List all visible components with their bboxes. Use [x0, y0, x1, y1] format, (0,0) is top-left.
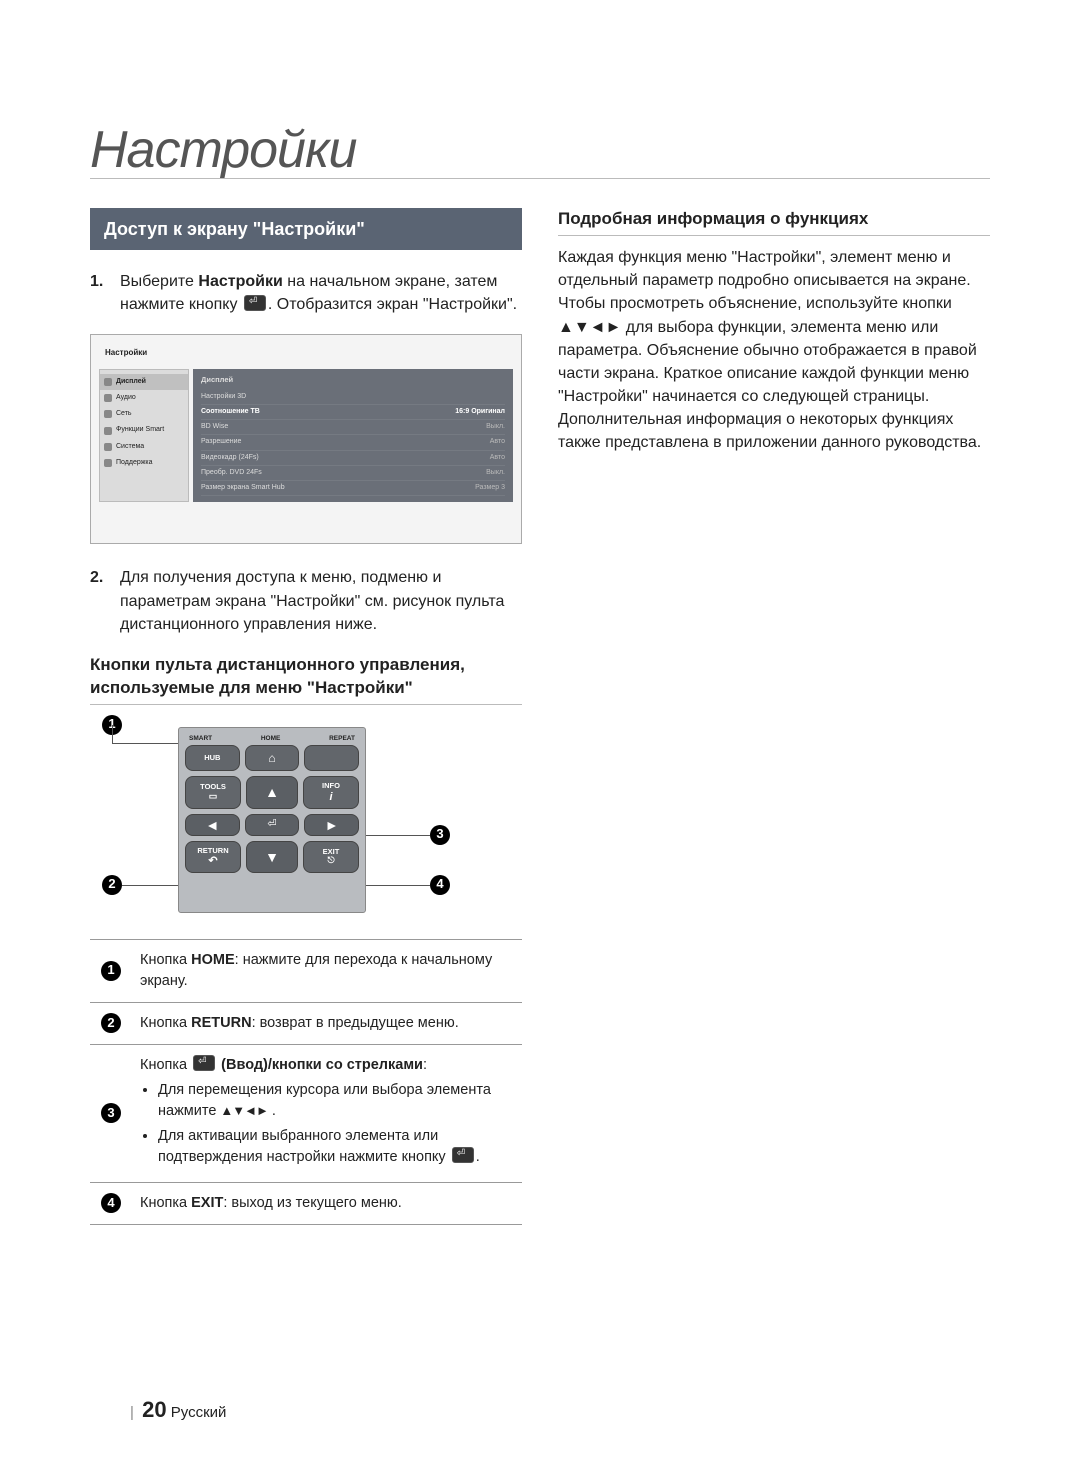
support-icon — [104, 459, 112, 467]
callout-line — [122, 885, 186, 886]
step-2-text: Для получения доступа к меню, подменю и … — [120, 566, 522, 636]
home-button[interactable]: ⌂ — [245, 745, 300, 771]
mock-row: Преобр. DVD 24FsВыкл. — [201, 466, 505, 481]
step-1-num: 1. — [90, 270, 120, 316]
down-arrow-button[interactable]: ▼ — [246, 841, 298, 873]
speaker-icon — [104, 394, 112, 402]
left-arrow-button[interactable]: ◄ — [185, 814, 240, 836]
table-row: 2 Кнопка RETURN: возврат в предыдущее ме… — [90, 1002, 522, 1044]
right-heading: Подробная информация о функциях — [558, 208, 990, 236]
step-2: 2. Для получения доступа к меню, подменю… — [90, 566, 522, 636]
row-2-text: Кнопка RETURN: возврат в предыдущее меню… — [132, 1002, 522, 1044]
sidebar-item: Аудио — [100, 390, 188, 406]
row-3-text: Кнопка (Ввод)/кнопки со стрелками: Для п… — [132, 1044, 522, 1182]
step-1-text: Выберите Настройки на начальном экране, … — [120, 270, 522, 316]
remote-top-labels: SMART HOME REPEAT — [185, 734, 359, 745]
remote-row-2: TOOLS▭ ▲ INFOi — [185, 776, 359, 808]
enter-icon — [452, 1147, 474, 1163]
return-button[interactable]: RETURN↶ — [185, 841, 241, 873]
right-paragraph: Каждая функция меню "Настройки", элемент… — [558, 246, 990, 455]
list-item: Для активации выбранного элемента или по… — [158, 1126, 514, 1168]
right-arrow-button[interactable]: ► — [304, 814, 359, 836]
table-row: 3 Кнопка (Ввод)/кнопки со стрелками: Для… — [90, 1044, 522, 1182]
section-banner: Доступ к экрану "Настройки" — [90, 208, 522, 250]
callout-2: 2 — [102, 875, 122, 895]
mock-panel-title: Дисплей — [201, 375, 505, 386]
mock-row: Размер экрана Smart HubРазмер 3 — [201, 481, 505, 496]
mock-row: BD WiseВыкл. — [201, 420, 505, 435]
smart-icon — [104, 427, 112, 435]
step-2-num: 2. — [90, 566, 120, 636]
info-button[interactable]: INFOi — [303, 776, 359, 808]
row-num-3: 3 — [101, 1103, 121, 1123]
mock-sidebar: Дисплей Аудио Сеть Функции Smart Система… — [99, 369, 189, 502]
title-rule — [90, 178, 990, 179]
callout-line — [364, 835, 430, 836]
callout-4: 4 — [430, 875, 450, 895]
enter-button[interactable]: ⏎ — [245, 814, 300, 836]
mock-row: Соотношение ТВ16:9 Оригинал — [201, 405, 505, 420]
sidebar-item: Система — [100, 439, 188, 455]
remote-body: SMART HOME REPEAT HUB ⌂ TOOLS▭ ▲ INFOi ◄… — [178, 727, 366, 913]
remote-diagram: 1 2 3 4 SMART HOME REPEAT HUB ⌂ — [90, 715, 522, 925]
remote-subheading: Кнопки пульта дистанционного управления,… — [90, 654, 522, 705]
row-4-text: Кнопка EXIT: выход из текущего меню. — [132, 1183, 522, 1225]
enter-icon — [193, 1055, 215, 1071]
page-number: 20 — [142, 1397, 166, 1422]
footer-bar: | — [130, 1404, 134, 1421]
mock-window-title: Настройки — [99, 343, 513, 363]
mock-body: Дисплей Аудио Сеть Функции Smart Система… — [99, 369, 513, 502]
page-footer: | 20 Русский — [130, 1397, 226, 1423]
sidebar-item: Сеть — [100, 406, 188, 422]
page-title-wrap: Настройки — [90, 120, 990, 180]
row-num-1: 1 — [101, 961, 121, 981]
remote-row-4: RETURN↶ ▼ EXIT⎋ — [185, 841, 359, 873]
table-row: 1 Кнопка HOME: нажмите для перехода к на… — [90, 939, 522, 1002]
page-language: Русский — [171, 1404, 227, 1421]
sidebar-item: Поддержка — [100, 455, 188, 471]
row-1-text: Кнопка HOME: нажмите для перехода к нача… — [132, 939, 522, 1002]
remote-row-1: HUB ⌂ — [185, 745, 359, 771]
button-table: 1 Кнопка HOME: нажмите для перехода к на… — [90, 939, 522, 1225]
enter-icon — [244, 295, 266, 311]
callout-line — [364, 885, 430, 886]
list-item: Для перемещения курсора или выбора элеме… — [158, 1080, 514, 1122]
row-num-4: 4 — [101, 1193, 121, 1213]
page-title: Настройки — [90, 120, 990, 180]
gear-icon — [104, 443, 112, 451]
tools-button[interactable]: TOOLS▭ — [185, 776, 241, 808]
exit-button[interactable]: EXIT⎋ — [303, 841, 359, 873]
remote-row-3: ◄ ⏎ ► — [185, 814, 359, 836]
steps-list: 1. Выберите Настройки на начальном экран… — [90, 270, 522, 316]
hub-button[interactable]: HUB — [185, 745, 240, 771]
mock-row: РазрешениеАвто — [201, 435, 505, 450]
sidebar-item: Дисплей — [100, 374, 188, 390]
mock-row: Настройки 3D — [201, 390, 505, 405]
tv-icon — [104, 378, 112, 386]
right-column: Подробная информация о функциях Каждая ф… — [558, 208, 990, 1225]
globe-icon — [104, 410, 112, 418]
table-row: 4 Кнопка EXIT: выход из текущего меню. — [90, 1183, 522, 1225]
sidebar-item: Функции Smart — [100, 422, 188, 438]
mock-row: Видеокадр (24Fs)Авто — [201, 451, 505, 466]
callout-3: 3 — [430, 825, 450, 845]
step-1: 1. Выберите Настройки на начальном экран… — [90, 270, 522, 316]
left-column: Доступ к экрану "Настройки" 1. Выберите … — [90, 208, 522, 1225]
settings-screen-mock: Настройки Дисплей Аудио Сеть Функции Sma… — [90, 334, 522, 544]
columns: Доступ к экрану "Настройки" 1. Выберите … — [90, 208, 990, 1225]
callout-line — [112, 725, 113, 743]
mock-main: Дисплей Настройки 3D Соотношение ТВ16:9 … — [193, 369, 513, 502]
steps-list-2: 2. Для получения доступа к меню, подменю… — [90, 566, 522, 636]
up-arrow-button[interactable]: ▲ — [246, 776, 298, 808]
repeat-button[interactable] — [304, 745, 359, 771]
row-num-2: 2 — [101, 1013, 121, 1033]
